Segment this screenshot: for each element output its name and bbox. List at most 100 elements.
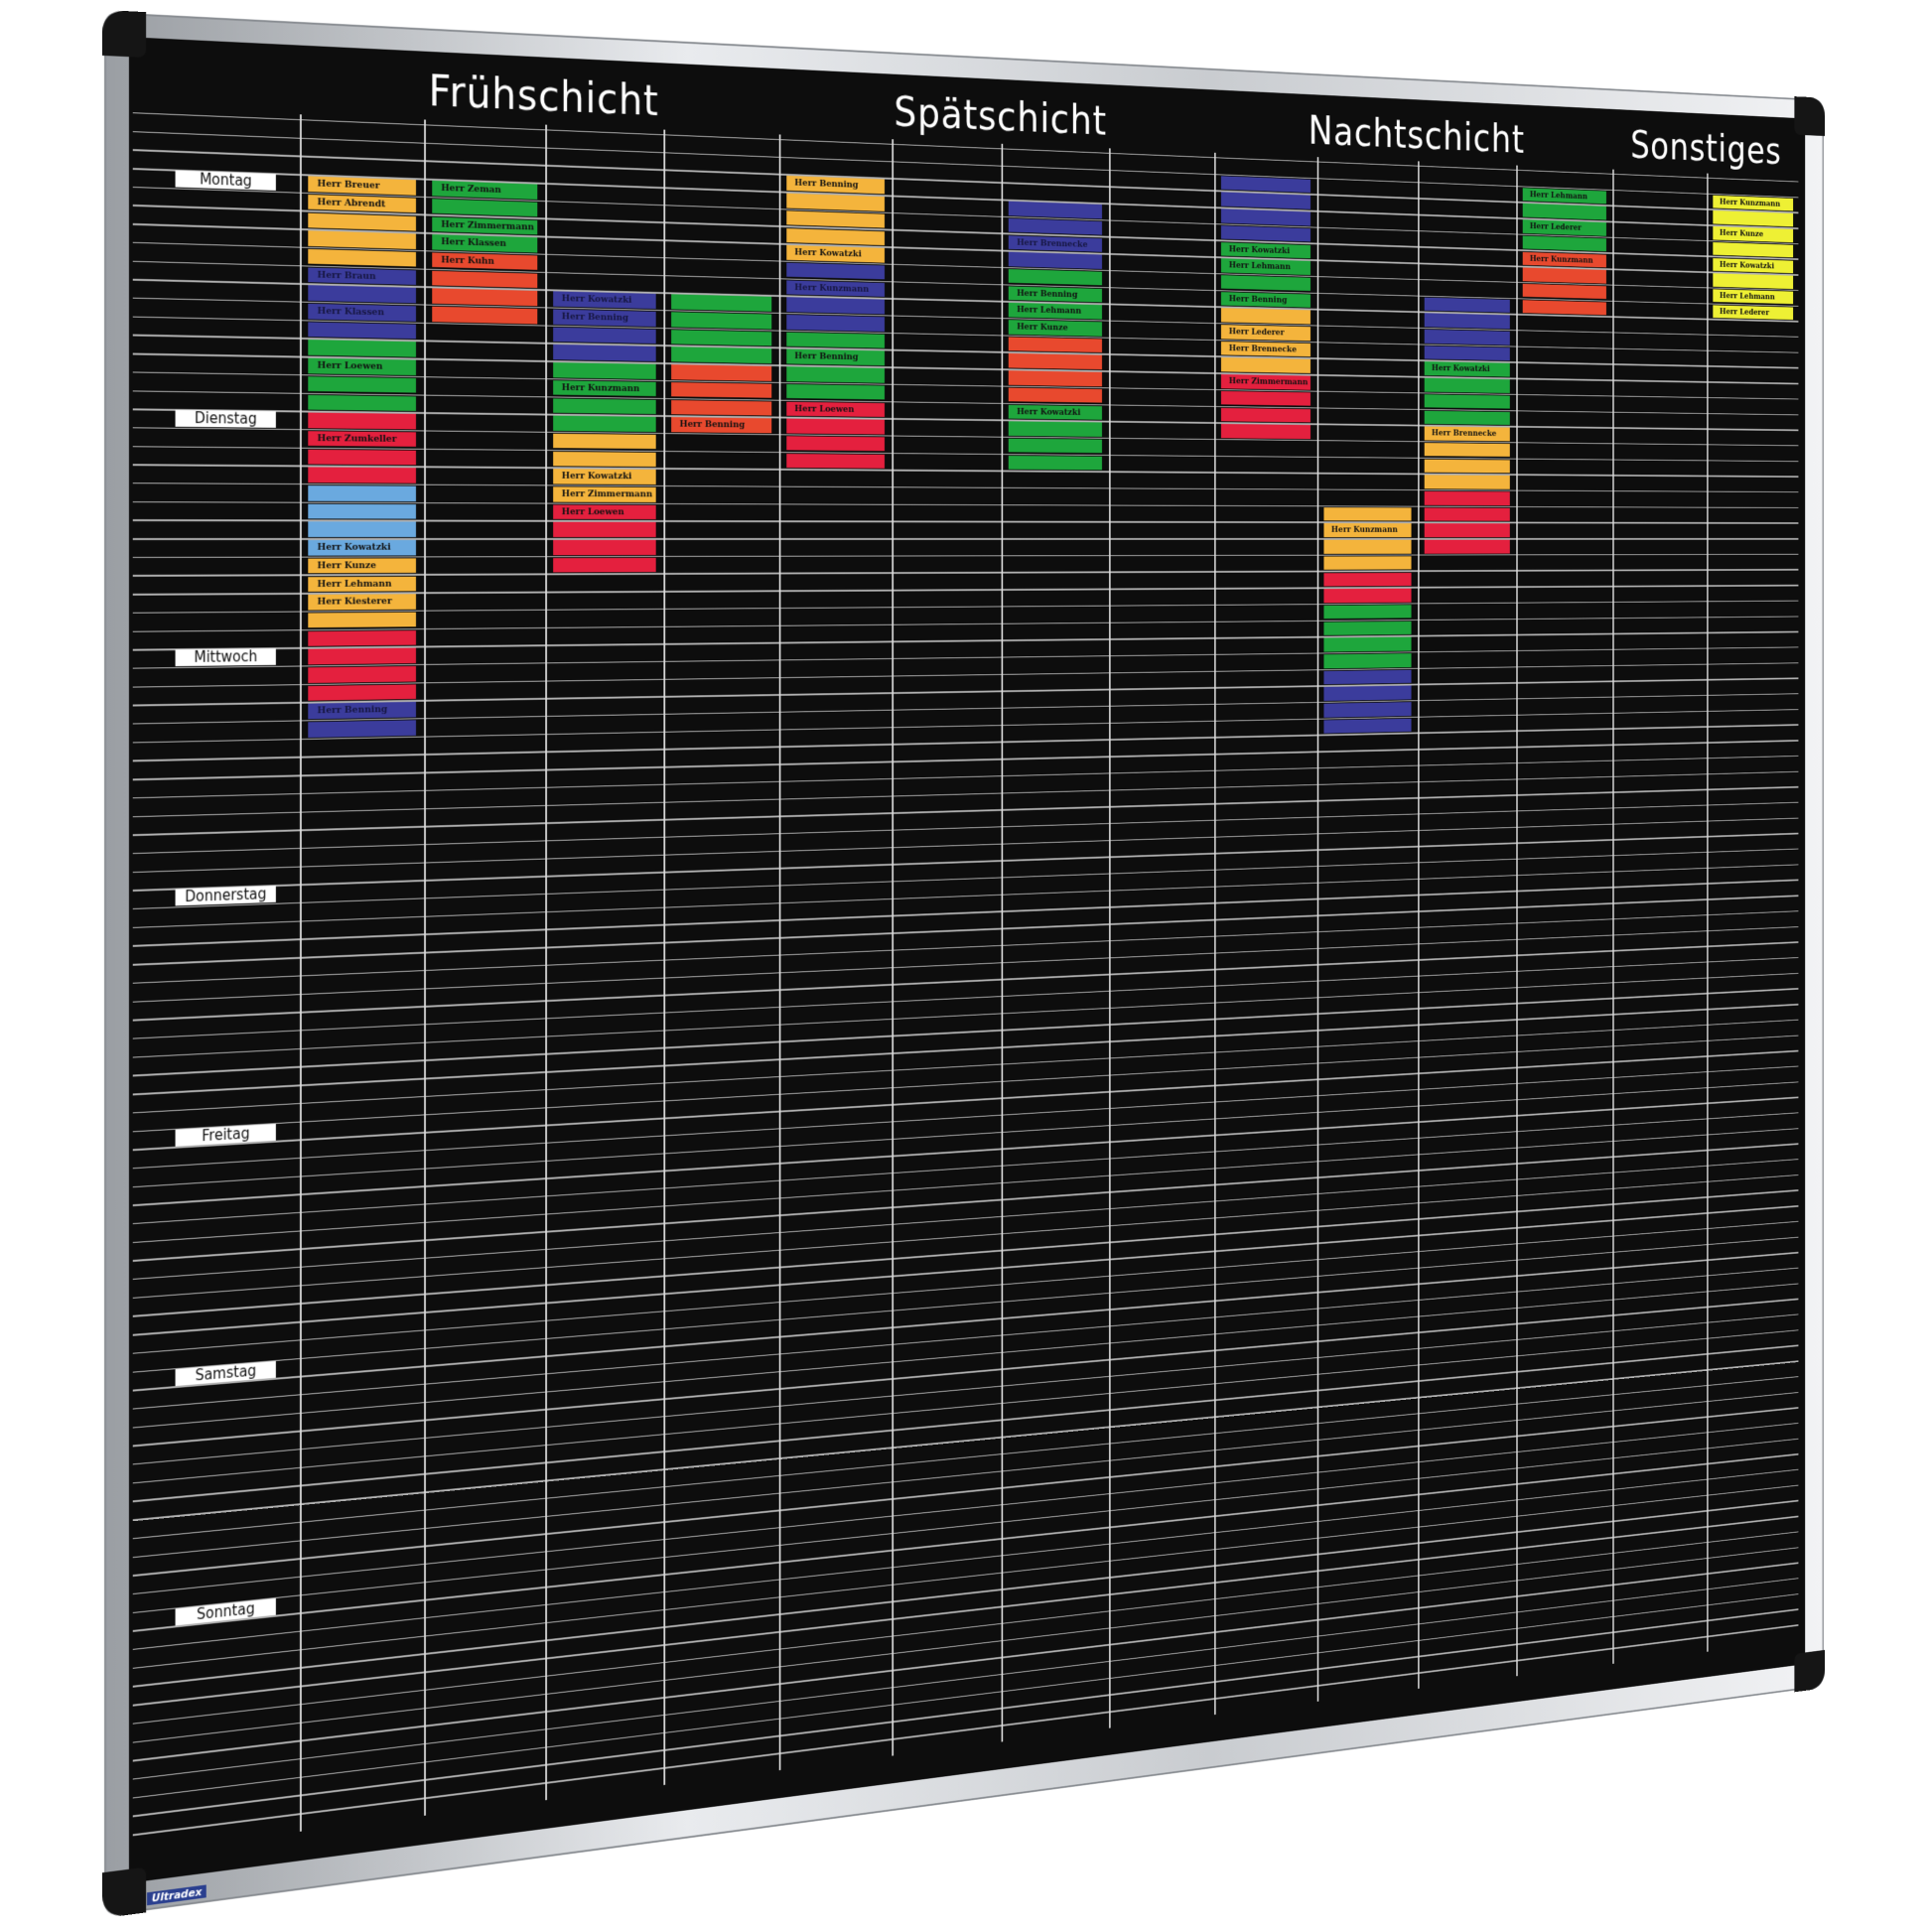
t-card[interactable] xyxy=(1323,718,1412,734)
t-card[interactable] xyxy=(1424,410,1510,425)
t-card[interactable]: Herr Lehmann xyxy=(1221,258,1311,275)
t-card[interactable] xyxy=(1424,313,1510,330)
t-card[interactable]: Herr Kunzmann xyxy=(785,279,885,297)
t-card[interactable] xyxy=(1221,357,1311,373)
t-card[interactable] xyxy=(1323,653,1412,668)
t-card[interactable] xyxy=(1323,572,1412,587)
t-card[interactable] xyxy=(1221,407,1311,423)
t-card[interactable] xyxy=(552,539,656,555)
t-card[interactable] xyxy=(552,362,656,379)
t-card[interactable]: Herr Lehmann xyxy=(308,576,417,592)
t-card[interactable] xyxy=(1424,507,1510,521)
t-card[interactable] xyxy=(308,720,417,738)
t-card[interactable] xyxy=(308,412,417,430)
t-card[interactable] xyxy=(1424,459,1510,474)
t-card[interactable] xyxy=(1009,421,1103,437)
t-card[interactable] xyxy=(785,366,885,383)
t-card[interactable]: Herr Kowatzki xyxy=(552,469,656,484)
t-card[interactable] xyxy=(552,451,656,468)
t-card[interactable]: Herr Lederer xyxy=(1522,219,1606,236)
t-card[interactable] xyxy=(670,381,771,399)
t-card[interactable] xyxy=(308,467,417,483)
t-card[interactable] xyxy=(785,383,885,400)
t-card[interactable] xyxy=(308,485,417,501)
t-card[interactable] xyxy=(1009,387,1103,403)
t-card[interactable] xyxy=(1424,297,1510,313)
t-card[interactable] xyxy=(432,270,538,289)
t-card[interactable] xyxy=(1424,442,1510,458)
t-card[interactable]: Herr Lederer xyxy=(1221,325,1311,341)
t-card[interactable] xyxy=(308,376,417,393)
t-card[interactable]: Herr Zimmermann xyxy=(1221,374,1311,390)
t-card[interactable] xyxy=(1424,490,1510,505)
t-card[interactable]: Herr Kuhn xyxy=(432,252,538,271)
t-card[interactable] xyxy=(1323,539,1412,554)
t-card[interactable]: Herr Kowatzki xyxy=(1713,257,1793,274)
t-card[interactable] xyxy=(1221,275,1311,292)
t-card[interactable]: Herr Loewen xyxy=(308,357,417,375)
t-card[interactable] xyxy=(552,433,656,450)
t-card[interactable] xyxy=(670,364,771,381)
t-card[interactable] xyxy=(1713,273,1793,289)
t-card[interactable]: Herr Benning xyxy=(1009,285,1103,303)
t-card[interactable] xyxy=(1323,621,1412,635)
t-card[interactable] xyxy=(1323,556,1412,571)
t-card[interactable] xyxy=(1522,235,1606,252)
t-card[interactable] xyxy=(785,436,885,452)
t-card[interactable]: Herr Kiesterer xyxy=(308,594,417,611)
t-card[interactable] xyxy=(308,449,417,466)
t-card[interactable]: Herr Benning xyxy=(552,309,656,327)
t-card[interactable] xyxy=(670,294,771,312)
t-card[interactable] xyxy=(1221,424,1311,439)
t-card[interactable] xyxy=(308,521,417,537)
t-card[interactable] xyxy=(308,230,417,249)
t-card[interactable] xyxy=(1424,345,1510,361)
t-card[interactable] xyxy=(670,399,771,416)
t-card[interactable] xyxy=(1009,353,1103,370)
t-card[interactable] xyxy=(1424,523,1510,538)
t-card[interactable] xyxy=(552,557,656,573)
t-card[interactable]: Herr Loewen xyxy=(785,401,885,417)
t-card[interactable] xyxy=(308,340,417,357)
t-card[interactable] xyxy=(308,684,417,701)
t-card[interactable] xyxy=(552,522,656,537)
t-card[interactable] xyxy=(785,418,885,435)
t-card[interactable] xyxy=(785,453,885,469)
t-card[interactable]: Herr Zimmermann xyxy=(552,486,656,502)
t-card[interactable] xyxy=(670,346,771,364)
t-card[interactable]: Herr Kowatzki xyxy=(1424,361,1510,377)
t-card[interactable] xyxy=(552,327,656,345)
t-card[interactable]: Herr Kunzmann xyxy=(1323,523,1412,538)
t-card[interactable] xyxy=(1221,390,1311,406)
t-card[interactable]: Herr Lehmann xyxy=(1713,289,1793,305)
t-card[interactable] xyxy=(1522,267,1606,284)
t-card[interactable] xyxy=(1009,370,1103,386)
t-card[interactable]: Herr Benning xyxy=(1221,291,1311,308)
t-card[interactable] xyxy=(552,415,656,432)
t-card[interactable] xyxy=(1221,308,1311,325)
t-card[interactable]: Herr Lederer xyxy=(1713,304,1793,321)
t-card[interactable] xyxy=(785,227,885,246)
t-card[interactable] xyxy=(785,332,885,348)
t-card[interactable] xyxy=(1424,475,1510,489)
t-card[interactable] xyxy=(308,503,417,519)
t-card[interactable]: Herr Kowatzki xyxy=(308,540,417,556)
t-card[interactable]: Herr Kowatzki xyxy=(552,291,656,309)
t-card[interactable] xyxy=(1323,685,1412,701)
t-card[interactable] xyxy=(1323,605,1412,620)
t-card[interactable] xyxy=(785,314,885,332)
t-card[interactable] xyxy=(1522,299,1606,316)
t-card[interactable]: Herr Benning xyxy=(670,417,771,434)
t-card[interactable] xyxy=(308,248,417,267)
t-card[interactable]: Herr Kowatzki xyxy=(1009,404,1103,420)
t-card[interactable] xyxy=(1009,438,1103,454)
t-card[interactable] xyxy=(308,322,417,340)
t-card[interactable]: Herr Zumkeller xyxy=(308,431,417,448)
t-card[interactable] xyxy=(1009,217,1103,235)
t-card[interactable]: Herr Kunze xyxy=(1009,320,1103,337)
t-card[interactable] xyxy=(1424,329,1510,345)
t-card[interactable]: Herr Kowatzki xyxy=(785,245,885,263)
t-card[interactable] xyxy=(1009,251,1103,269)
t-card[interactable] xyxy=(308,285,417,304)
t-card[interactable]: Herr Lehmann xyxy=(1009,303,1103,320)
